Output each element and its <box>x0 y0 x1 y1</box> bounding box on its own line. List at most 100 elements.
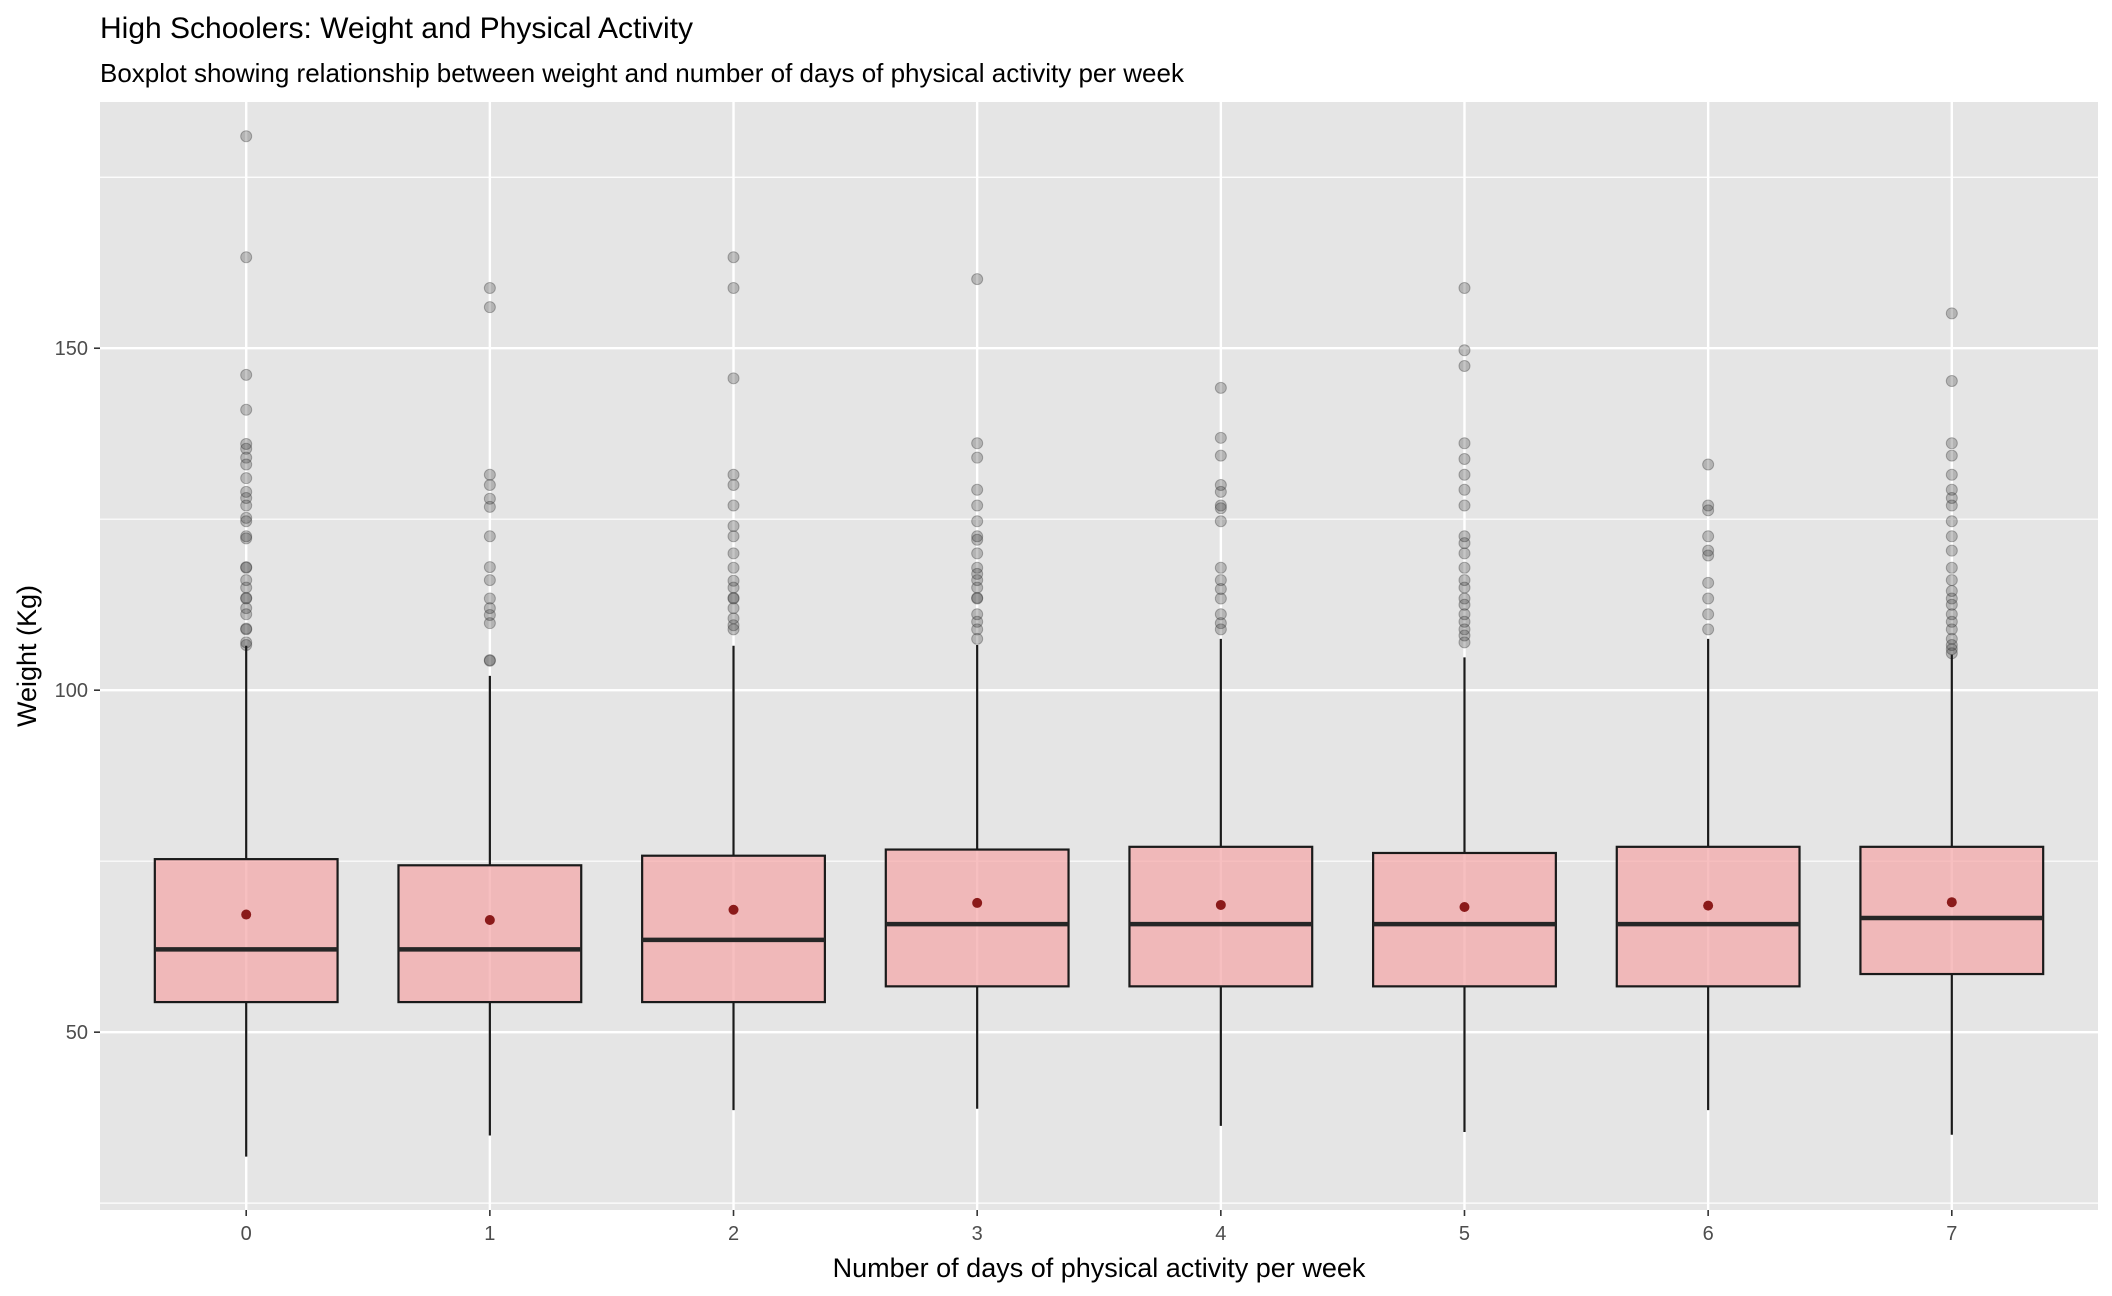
outlier-point <box>240 437 253 450</box>
box-group-3 <box>884 273 1070 1109</box>
outlier-point <box>1945 623 1958 636</box>
box-group-5 <box>1372 282 1557 1133</box>
outlier-point <box>971 561 984 574</box>
y-tick-label: 150 <box>55 338 88 360</box>
outlier-point <box>727 591 740 604</box>
outlier-point <box>971 591 984 604</box>
outlier-point <box>240 485 253 498</box>
outlier-point <box>1214 499 1227 512</box>
boxes <box>153 130 2045 1157</box>
outlier-point <box>483 500 496 513</box>
outlier-point <box>483 592 496 605</box>
outlier-point <box>727 282 740 295</box>
outlier-point <box>971 515 984 528</box>
outlier-point <box>1702 549 1715 562</box>
y-axis-title: Weight (Kg) <box>12 585 42 727</box>
iqr-box <box>153 858 339 1004</box>
outlier-point <box>1945 449 1958 462</box>
outlier-point <box>971 547 984 560</box>
outlier-point <box>240 602 253 615</box>
outlier-point <box>727 372 740 385</box>
outlier-point <box>727 530 740 543</box>
outlier-point <box>971 437 984 450</box>
mean-point <box>1459 902 1470 913</box>
x-tick-label: 6 <box>1703 1223 1714 1245</box>
outlier-point <box>1458 453 1471 466</box>
iqr-box <box>1615 845 1801 988</box>
outlier-point <box>240 451 253 464</box>
outlier-point <box>727 499 740 512</box>
outlier-point <box>1945 468 1958 481</box>
outlier-point <box>971 273 984 286</box>
outlier-point <box>1214 592 1227 605</box>
outlier-point <box>727 574 740 587</box>
outlier-point <box>727 612 740 625</box>
outlier-point <box>971 615 984 628</box>
plot-panel <box>100 102 2098 1210</box>
outlier-point <box>1945 561 1958 574</box>
outlier-point <box>727 602 740 615</box>
outlier-point <box>1945 574 1958 587</box>
x-tick-label: 3 <box>972 1223 983 1245</box>
outlier-point <box>971 499 984 512</box>
outlier-point <box>1945 592 1958 605</box>
outlier-point <box>1702 499 1715 512</box>
outlier-point <box>1214 449 1227 462</box>
outlier-point <box>1214 561 1227 574</box>
outlier-point <box>240 623 253 636</box>
x-tick-label: 2 <box>728 1223 739 1245</box>
outlier-point <box>1458 636 1471 649</box>
outlier-point <box>1702 504 1715 517</box>
box-group-2 <box>641 251 826 1111</box>
outlier-point <box>240 581 253 594</box>
iqr-box <box>884 848 1070 988</box>
outlier-point <box>1458 282 1471 295</box>
outlier-point <box>1945 307 1958 320</box>
outlier-point <box>1702 576 1715 589</box>
outlier-point <box>1214 617 1227 630</box>
y-tick-label: 50 <box>66 1022 88 1044</box>
iqr-box <box>1128 845 1314 988</box>
mean-point <box>1703 900 1714 911</box>
outlier-point <box>1458 615 1471 628</box>
outlier-point <box>483 479 496 492</box>
mean-point <box>1946 897 1957 908</box>
outlier-point <box>1458 344 1471 357</box>
outlier-point <box>1214 381 1227 394</box>
mean-point <box>728 904 739 915</box>
outlier-point <box>1702 530 1715 543</box>
outlier-point <box>727 547 740 560</box>
outlier-point <box>727 520 740 533</box>
outlier-point <box>1214 623 1227 636</box>
outlier-point <box>727 581 740 594</box>
iqr-box <box>1859 845 2045 976</box>
outlier-point <box>240 561 253 574</box>
x-tick-label: 7 <box>1946 1223 1957 1245</box>
outlier-point <box>483 282 496 295</box>
outlier-point <box>727 561 740 574</box>
outlier-point <box>240 472 253 485</box>
x-tick-label: 5 <box>1459 1223 1470 1245</box>
chart-title: High Schoolers: Weight and Physical Acti… <box>100 12 693 45</box>
outlier-point <box>1458 468 1471 481</box>
outlier-point <box>1458 608 1471 621</box>
outlier-point <box>1458 437 1471 450</box>
outlier-point <box>1214 431 1227 444</box>
outlier-point <box>1458 623 1471 636</box>
outlier-point <box>1945 515 1958 528</box>
outlier-point <box>483 654 496 667</box>
outlier-point <box>240 515 253 528</box>
x-tick-label: 0 <box>241 1223 252 1245</box>
outlier-point <box>971 567 984 580</box>
outlier-point <box>483 654 496 667</box>
mean-point <box>484 915 495 926</box>
mean-point <box>972 897 983 908</box>
outlier-point <box>1945 585 1958 598</box>
outlier-point <box>1214 515 1227 528</box>
mean-point <box>1215 899 1226 910</box>
iqr-box <box>397 864 583 1004</box>
outlier-point <box>240 499 253 512</box>
outlier-point <box>1214 485 1227 498</box>
outlier-point <box>971 608 984 621</box>
